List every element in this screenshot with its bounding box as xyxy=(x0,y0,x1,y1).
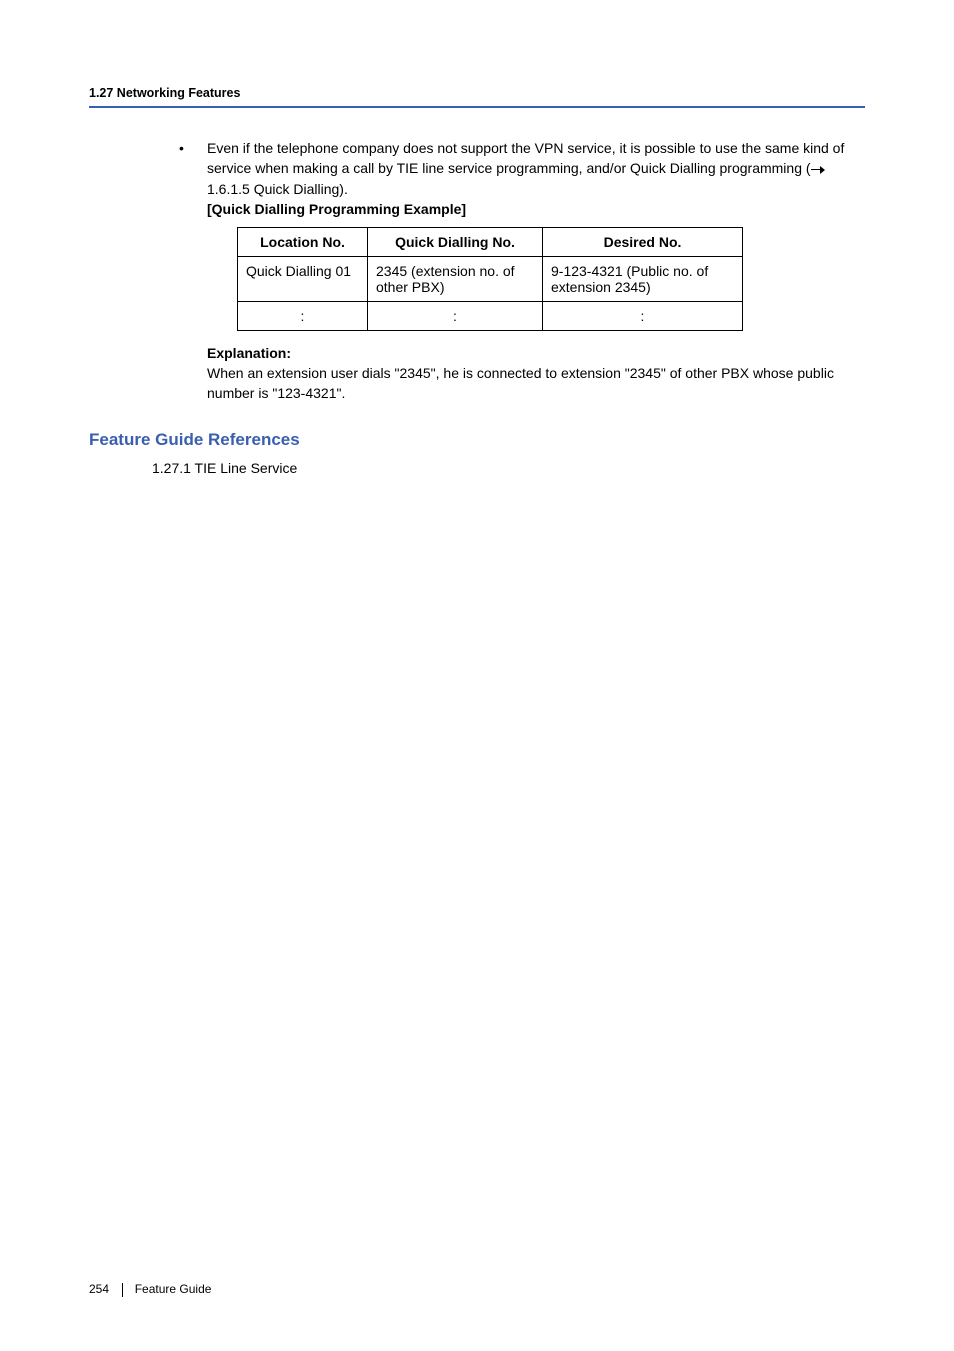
section-title: 1.27 Networking Features xyxy=(89,86,954,106)
explanation-text: When an extension user dials "2345", he … xyxy=(207,363,865,404)
main-content: • Even if the telephone company does not… xyxy=(0,108,954,476)
explanation-block: Explanation: When an extension user dial… xyxy=(207,343,865,404)
table-header-row: Location No. Quick Dialling No. Desired … xyxy=(238,227,743,256)
bullet-line-ref: 1.6.1.5 Quick Dialling). xyxy=(207,181,348,197)
feature-guide-references-heading: Feature Guide References xyxy=(89,430,865,450)
td-desired: : xyxy=(543,301,743,330)
reference-item: 1.27.1 TIE Line Service xyxy=(152,460,865,476)
bullet-marker: • xyxy=(179,138,207,199)
td-quick-dialling: 2345 (extension no. of other PBX) xyxy=(368,256,543,301)
th-quick-dialling: Quick Dialling No. xyxy=(368,227,543,256)
th-location: Location No. xyxy=(238,227,368,256)
bullet-line-pre: Even if the telephone company does not s… xyxy=(207,140,844,176)
explanation-label: Explanation: xyxy=(207,343,865,363)
example-label: [Quick Dialling Programming Example] xyxy=(207,201,865,217)
td-location: Quick Dialling 01 xyxy=(238,256,368,301)
bullet-item: • Even if the telephone company does not… xyxy=(179,138,865,199)
th-desired: Desired No. xyxy=(543,227,743,256)
arrow-icon xyxy=(811,165,827,175)
footer-divider xyxy=(122,1283,123,1297)
table-row: : : : xyxy=(238,301,743,330)
td-quick-dialling: : xyxy=(368,301,543,330)
bullet-text: Even if the telephone company does not s… xyxy=(207,138,865,199)
page-footer: 254 Feature Guide xyxy=(89,1282,211,1297)
quick-dialling-table: Location No. Quick Dialling No. Desired … xyxy=(237,227,743,331)
td-desired: 9-123-4321 (Public no. of extension 2345… xyxy=(543,256,743,301)
page-number: 254 xyxy=(89,1282,109,1296)
doc-title: Feature Guide xyxy=(135,1282,212,1296)
table-row: Quick Dialling 01 2345 (extension no. of… xyxy=(238,256,743,301)
td-location: : xyxy=(238,301,368,330)
